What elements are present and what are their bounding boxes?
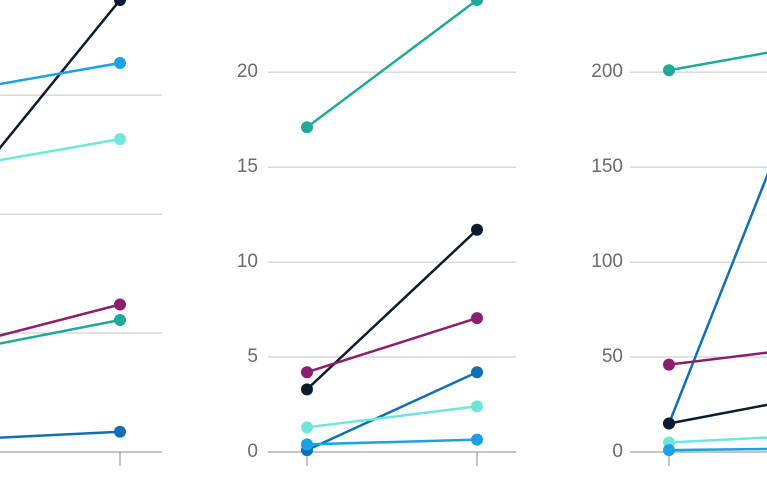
point bbox=[471, 433, 483, 446]
series-line bbox=[0, 137, 121, 162]
point bbox=[301, 438, 313, 451]
y-tick-label: 50 bbox=[602, 346, 623, 367]
point bbox=[114, 425, 126, 438]
point bbox=[471, 0, 483, 6]
series-line bbox=[668, 403, 767, 425]
series-line bbox=[668, 51, 767, 72]
series-line bbox=[0, 318, 121, 345]
point bbox=[663, 358, 675, 371]
series-line bbox=[306, 438, 478, 446]
series-line bbox=[668, 436, 767, 444]
series-line bbox=[668, 351, 767, 366]
series-line bbox=[306, 371, 478, 452]
point bbox=[114, 57, 126, 70]
series-line bbox=[0, 0, 121, 150]
series-line bbox=[0, 430, 121, 439]
point bbox=[114, 313, 126, 326]
y-tick-label: 100 bbox=[591, 251, 623, 272]
y-tick-label: 0 bbox=[612, 441, 623, 462]
series-line bbox=[667, 172, 767, 424]
series-line bbox=[0, 61, 121, 86]
point bbox=[471, 312, 483, 325]
y-tick-label: 150 bbox=[591, 156, 623, 177]
y-tick-label: 200 bbox=[591, 61, 623, 82]
panel bbox=[0, 0, 162, 466]
series-line bbox=[668, 447, 767, 452]
point bbox=[663, 417, 675, 430]
y-tick-label: 5 bbox=[247, 346, 258, 367]
y-tick-label: 20 bbox=[237, 61, 258, 82]
point bbox=[301, 421, 313, 434]
point bbox=[471, 223, 483, 236]
point bbox=[471, 366, 483, 379]
point bbox=[114, 298, 126, 311]
point bbox=[114, 133, 126, 146]
point bbox=[301, 366, 313, 379]
point bbox=[663, 64, 675, 77]
point bbox=[301, 383, 313, 396]
panel: 0 5 10 15 20 bbox=[237, 0, 516, 466]
series-line bbox=[0, 303, 121, 337]
point bbox=[114, 0, 126, 6]
series-line bbox=[306, 405, 478, 429]
panel: 0 50 100 150 200 bbox=[591, 51, 767, 466]
point bbox=[471, 400, 483, 413]
series-line bbox=[306, 0, 478, 129]
point bbox=[663, 444, 675, 457]
y-tick-label: 0 bbox=[247, 441, 258, 462]
point bbox=[301, 121, 313, 134]
series-line bbox=[306, 316, 478, 374]
y-tick-label: 15 bbox=[237, 156, 258, 177]
y-tick-label: 10 bbox=[237, 251, 258, 272]
